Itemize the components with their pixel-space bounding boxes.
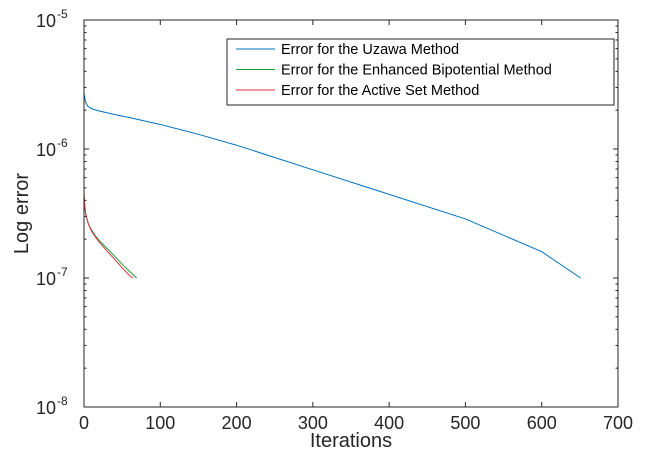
legend: Error for the Uzawa Method Error for the …: [226, 38, 615, 106]
y-tick-label: 10: [36, 140, 56, 160]
x-tick-label: 500: [450, 413, 480, 433]
x-axis-ticks: 0 100 200 300 400 500 600 700: [79, 20, 633, 433]
legend-label-3: Error for the Active Set Method: [281, 83, 479, 99]
y-tick-label: 10: [36, 11, 56, 31]
x-tick-label: 100: [145, 413, 175, 433]
x-tick-label: 300: [298, 413, 328, 433]
series-line-3: [83, 192, 134, 279]
series-layer: [83, 93, 581, 279]
y-tick-base: 10: [36, 140, 56, 160]
y-tick-exponent: -8: [57, 394, 68, 408]
series-line-1: [83, 93, 581, 279]
x-tick-label: 400: [374, 413, 404, 433]
x-tick-label: 600: [527, 413, 557, 433]
y-tick-label: 10: [36, 269, 56, 289]
y-tick-base: 10: [36, 398, 56, 418]
x-axis-label: Iterations: [310, 430, 392, 452]
y-axis-label: Log error: [11, 173, 33, 254]
legend-label-1: Error for the Uzawa Method: [281, 42, 459, 58]
y-axis-ticks: 10-810-710-610-5: [36, 7, 618, 418]
legend-label-2: Error for the Enhanced Bipotential Metho…: [281, 63, 552, 79]
y-tick-base: 10: [36, 269, 56, 289]
x-tick-label: 0: [79, 413, 89, 433]
plot-frame: [83, 19, 619, 408]
x-tick-label: 700: [603, 413, 633, 433]
y-tick-label: 10: [36, 398, 56, 418]
x-tick-label: 200: [222, 413, 252, 433]
y-tick-base: 10: [36, 11, 56, 31]
y-tick-exponent: -6: [57, 136, 68, 150]
y-tick-exponent: -7: [57, 265, 68, 279]
y-tick-exponent: -5: [57, 7, 68, 21]
legend-box: [226, 38, 615, 106]
